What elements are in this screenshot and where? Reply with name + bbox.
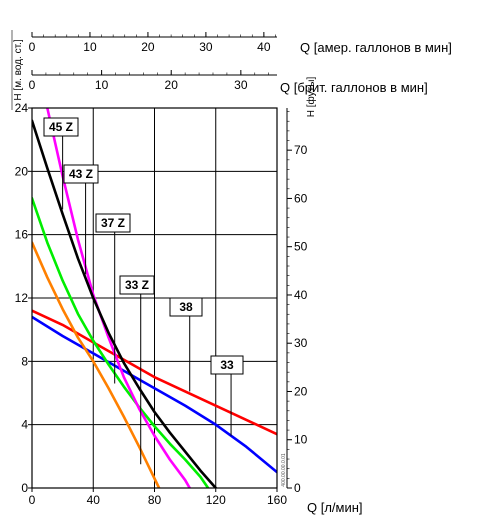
x-tick-label: 160 [267, 493, 287, 507]
label-box-45-z [43, 117, 79, 137]
y-axis-right-label: H [футы] [305, 77, 317, 118]
x-tick-label: 40 [87, 493, 101, 507]
curve-37-z [32, 196, 210, 488]
y-right-tick-label: 30 [294, 336, 308, 350]
y-tick-label: 0 [21, 481, 28, 495]
label-box-38 [169, 297, 203, 317]
label-box-33 [210, 355, 244, 375]
top-uk-tick-label: 0 [29, 78, 36, 92]
label-33: 33 [220, 358, 234, 372]
top-axis-us-label: Q [амер. галлонов в мин] [300, 40, 452, 55]
y-tick-label: 16 [15, 228, 29, 242]
y-tick-label: 24 [15, 101, 29, 115]
x-axis-label: Q [л/мин] [307, 500, 363, 515]
label-38: 38 [179, 300, 193, 314]
top-axis-uk-label: Q [брит. галлонов в мин] [280, 80, 428, 95]
x-tick-label: 120 [206, 493, 226, 507]
label-45-z: 45 Z [49, 120, 73, 134]
curve-43-z [32, 119, 218, 488]
top-us-tick-label: 10 [83, 40, 97, 54]
y-right-tick-label: 0 [294, 481, 301, 495]
y-tick-label: 12 [15, 291, 29, 305]
y-right-tick-label: 10 [294, 433, 308, 447]
label-33-z: 33 Z [125, 278, 149, 292]
top-us-tick-label: 30 [199, 40, 213, 54]
curve-33 [32, 315, 277, 474]
top-uk-tick-label: 10 [95, 78, 109, 92]
x-tick-label: 80 [148, 493, 162, 507]
curve-33-z [32, 241, 161, 488]
y-right-tick-label: 70 [294, 143, 308, 157]
curve-45-z [46, 108, 192, 488]
top-uk-tick-label: 30 [234, 78, 248, 92]
top-us-tick-label: 20 [141, 40, 155, 54]
top-us-tick-label: 40 [257, 40, 271, 54]
label-37-z: 37 Z [101, 216, 125, 230]
label-box-33-z [119, 275, 155, 295]
curves [32, 108, 277, 488]
label-box-37-z [95, 213, 131, 233]
side-code: 400.00.00.0.01 [281, 453, 287, 487]
top-us-tick-label: 0 [29, 40, 36, 54]
y-tick-label: 20 [15, 164, 29, 178]
y-right-tick-label: 20 [294, 384, 308, 398]
curve-labels: 45 Z 43 Z 37 Z 33 Z 38 33 [43, 117, 244, 465]
grid [32, 108, 277, 488]
label-box-43-z [63, 164, 99, 184]
y-right-tick-label: 50 [294, 240, 308, 254]
x-tick-label: 0 [29, 493, 36, 507]
top-uk-tick-label: 20 [165, 78, 179, 92]
y-tick-label: 4 [21, 418, 28, 432]
y-right-tick-label: 40 [294, 288, 308, 302]
y-axis-left-label: H [м. вод. ст.] [13, 39, 24, 100]
y-right-tick-label: 60 [294, 191, 308, 205]
label-43-z: 43 Z [69, 167, 93, 181]
y-tick-label: 8 [21, 354, 28, 368]
